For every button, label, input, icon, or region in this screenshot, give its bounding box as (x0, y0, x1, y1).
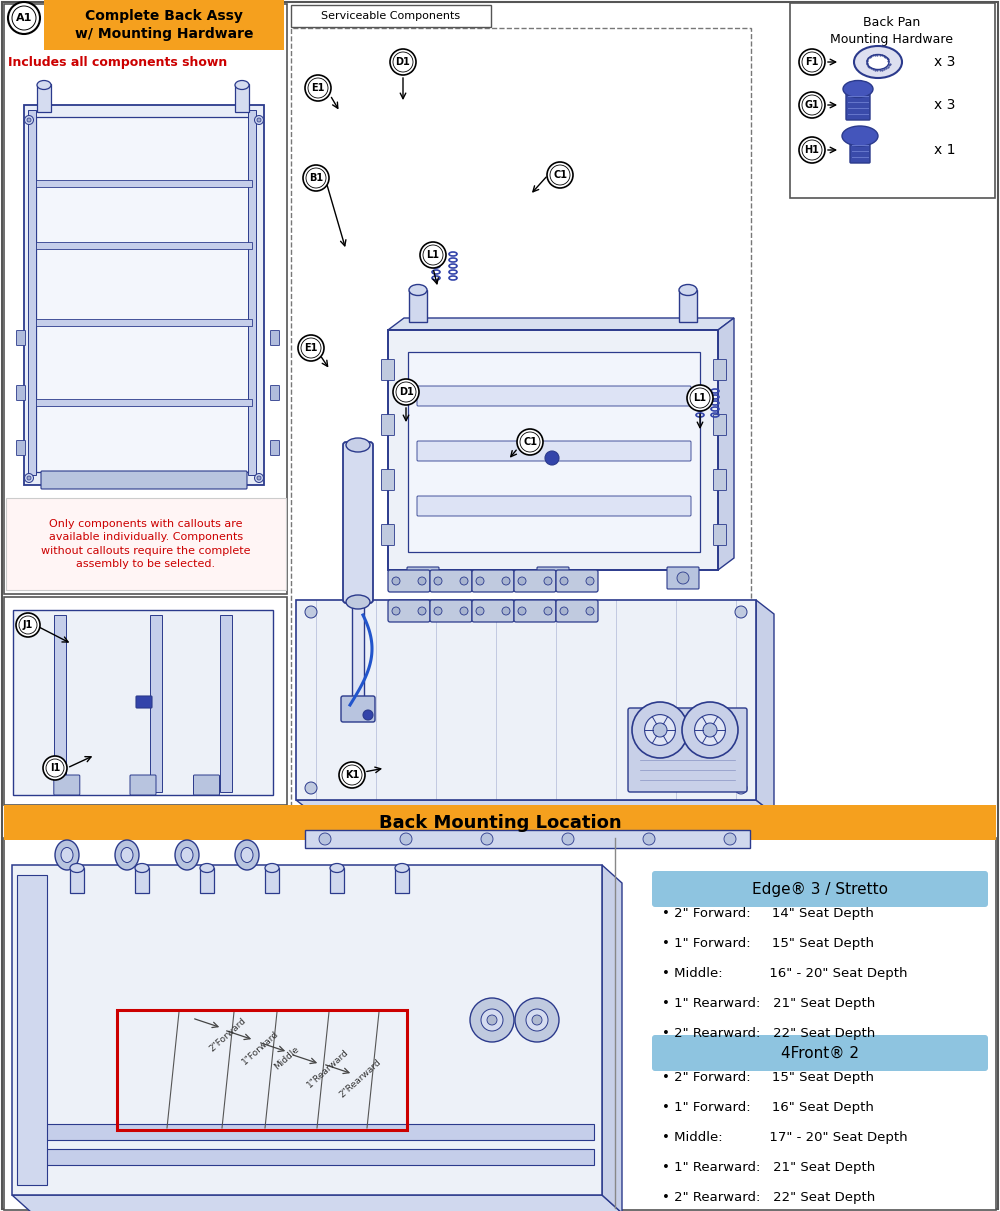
FancyBboxPatch shape (136, 696, 152, 708)
Text: Middle: Middle (272, 1045, 300, 1072)
FancyBboxPatch shape (296, 599, 756, 800)
Circle shape (339, 762, 365, 788)
Circle shape (305, 782, 317, 794)
Text: D1: D1 (396, 57, 410, 67)
FancyBboxPatch shape (407, 567, 439, 589)
FancyBboxPatch shape (16, 385, 26, 401)
Text: • Middle:           16" - 20" Seat Depth: • Middle: 16" - 20" Seat Depth (662, 968, 908, 981)
Text: D1: D1 (399, 388, 413, 397)
FancyBboxPatch shape (16, 331, 26, 345)
Polygon shape (388, 318, 734, 331)
FancyBboxPatch shape (714, 524, 726, 545)
Text: L1: L1 (426, 249, 440, 260)
Circle shape (502, 576, 510, 585)
Text: E1: E1 (304, 343, 318, 352)
FancyBboxPatch shape (54, 775, 80, 794)
Text: C1: C1 (523, 437, 537, 447)
FancyBboxPatch shape (4, 597, 287, 805)
FancyBboxPatch shape (270, 331, 280, 345)
Ellipse shape (842, 126, 878, 147)
FancyBboxPatch shape (70, 868, 84, 893)
Ellipse shape (200, 863, 214, 872)
Text: x 3: x 3 (934, 54, 956, 69)
FancyBboxPatch shape (652, 871, 988, 907)
Circle shape (643, 833, 655, 845)
Ellipse shape (867, 54, 889, 69)
FancyBboxPatch shape (556, 599, 598, 622)
Ellipse shape (679, 285, 697, 295)
Polygon shape (756, 599, 774, 814)
Circle shape (502, 607, 510, 615)
Circle shape (677, 572, 689, 584)
FancyBboxPatch shape (628, 708, 747, 792)
Text: L1: L1 (694, 394, 706, 403)
Circle shape (319, 833, 331, 845)
Ellipse shape (235, 80, 249, 90)
Circle shape (16, 613, 40, 637)
Circle shape (418, 576, 426, 585)
FancyBboxPatch shape (6, 498, 286, 590)
Circle shape (418, 607, 426, 615)
Text: J1: J1 (23, 620, 33, 630)
Circle shape (547, 572, 559, 584)
Circle shape (392, 576, 400, 585)
Ellipse shape (409, 285, 427, 295)
FancyBboxPatch shape (388, 599, 430, 622)
FancyBboxPatch shape (652, 1035, 988, 1071)
Text: F1: F1 (805, 57, 819, 67)
Text: Edge® 3 / Stretto: Edge® 3 / Stretto (752, 882, 888, 896)
Text: B1: B1 (309, 173, 323, 183)
FancyBboxPatch shape (417, 386, 691, 406)
Text: 4Front® 2: 4Front® 2 (781, 1045, 859, 1061)
Circle shape (645, 714, 675, 746)
FancyBboxPatch shape (150, 615, 162, 792)
Circle shape (545, 450, 559, 465)
Circle shape (434, 576, 442, 585)
Polygon shape (296, 800, 774, 814)
Ellipse shape (235, 840, 259, 869)
FancyBboxPatch shape (846, 90, 870, 120)
Text: • 1" Forward:     16" Seat Depth: • 1" Forward: 16" Seat Depth (662, 1102, 874, 1114)
FancyBboxPatch shape (472, 570, 514, 592)
FancyBboxPatch shape (235, 84, 249, 111)
FancyBboxPatch shape (514, 570, 556, 592)
Text: G1: G1 (805, 101, 819, 110)
FancyBboxPatch shape (679, 289, 697, 322)
Text: 2"Forward: 2"Forward (208, 1016, 248, 1054)
Circle shape (363, 710, 373, 721)
Ellipse shape (241, 848, 253, 862)
Text: I1: I1 (50, 763, 60, 773)
FancyBboxPatch shape (667, 567, 699, 589)
Ellipse shape (854, 46, 902, 78)
Circle shape (560, 576, 568, 585)
FancyBboxPatch shape (4, 805, 996, 840)
FancyBboxPatch shape (28, 110, 36, 475)
FancyBboxPatch shape (790, 2, 995, 199)
FancyBboxPatch shape (382, 414, 394, 436)
FancyBboxPatch shape (37, 84, 51, 111)
Circle shape (476, 607, 484, 615)
Circle shape (305, 75, 331, 101)
Circle shape (532, 1015, 542, 1025)
FancyBboxPatch shape (714, 470, 726, 490)
FancyBboxPatch shape (330, 868, 344, 893)
Polygon shape (602, 865, 622, 1211)
FancyBboxPatch shape (130, 775, 156, 794)
Text: x 3: x 3 (934, 98, 956, 111)
FancyBboxPatch shape (20, 1149, 594, 1165)
Text: • 1" Rearward:   21" Seat Depth: • 1" Rearward: 21" Seat Depth (662, 1161, 875, 1175)
Circle shape (24, 115, 34, 125)
Ellipse shape (346, 595, 370, 609)
Text: K1: K1 (345, 770, 359, 780)
FancyBboxPatch shape (408, 352, 700, 552)
FancyBboxPatch shape (352, 599, 364, 700)
Text: • 1" Rearward:   21" Seat Depth: • 1" Rearward: 21" Seat Depth (662, 998, 875, 1010)
Circle shape (544, 576, 552, 585)
Circle shape (417, 572, 429, 584)
Text: • 2" Rearward:   22" Seat Depth: • 2" Rearward: 22" Seat Depth (662, 1027, 875, 1040)
Circle shape (257, 476, 261, 480)
Circle shape (526, 1009, 548, 1031)
FancyBboxPatch shape (200, 868, 214, 893)
Circle shape (460, 607, 468, 615)
